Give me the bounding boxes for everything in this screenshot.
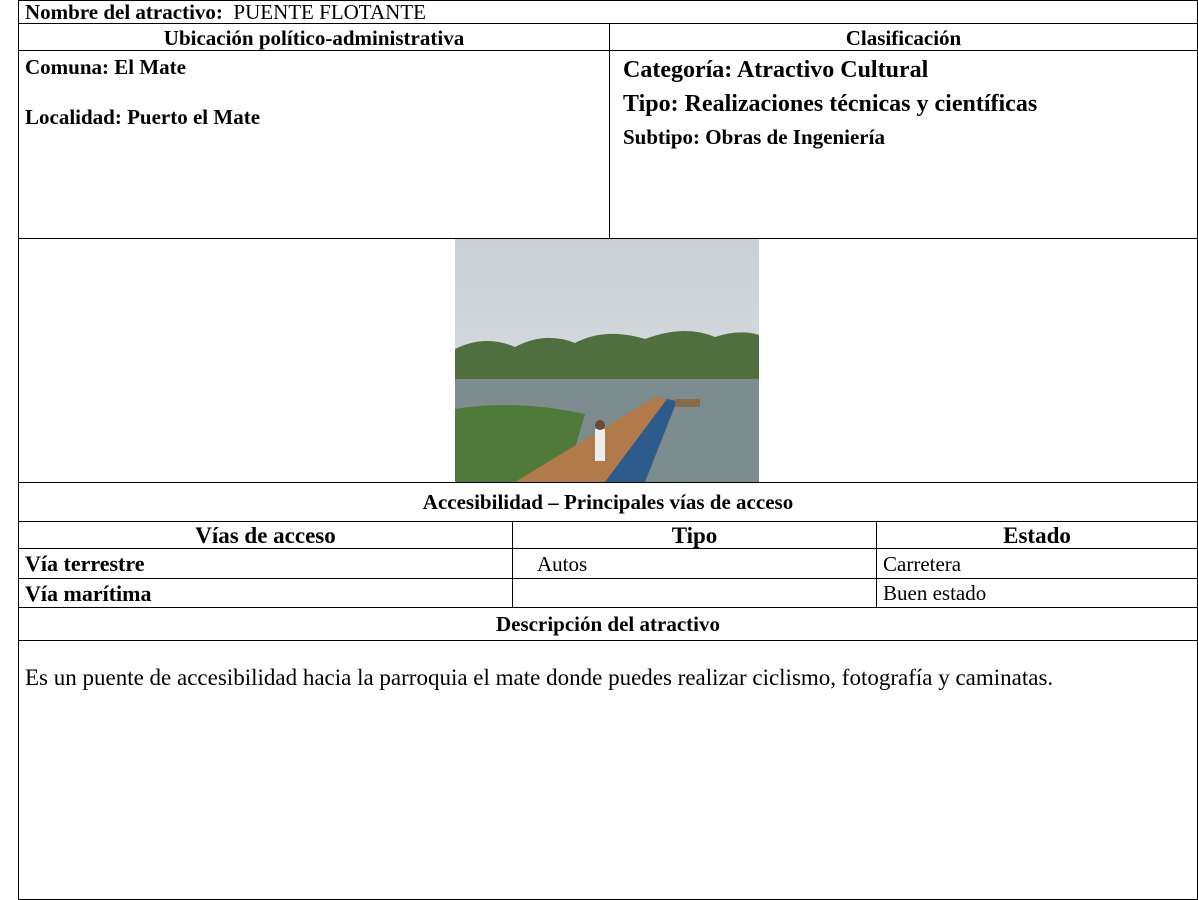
page: Nombre del atractivo: PUENTE FLOTANTE Ub… bbox=[18, 0, 1198, 900]
location-line: Localidad: Puerto el Mate bbox=[25, 105, 261, 129]
access-cell: Vía terrestre bbox=[18, 548, 513, 579]
column-header: Estado bbox=[876, 521, 1198, 549]
title-value: PUENTE FLOTANTE bbox=[233, 0, 426, 24]
classification-line: Tipo: Realizaciones técnicas y científic… bbox=[623, 91, 1038, 117]
title-label: Nombre del atractivo: bbox=[25, 0, 223, 24]
title-row: Nombre del atractivo: PUENTE FLOTANTE bbox=[18, 0, 1198, 24]
description-title: Descripción del atractivo bbox=[18, 607, 1198, 641]
classification-line: Categoría: Atractivo Cultural bbox=[623, 57, 929, 83]
location-cell: Comuna: El Mate Localidad: Puerto el Mat… bbox=[18, 50, 610, 239]
access-cell bbox=[512, 578, 877, 608]
access-title: Accesibilidad – Principales vías de acce… bbox=[18, 482, 1198, 522]
access-cell: Carretera bbox=[876, 548, 1198, 579]
location-line: Comuna: El Mate bbox=[25, 55, 186, 79]
access-cell: Vía marítima bbox=[18, 578, 513, 608]
classification-heading: Clasificación bbox=[609, 23, 1198, 51]
access-cell: Buen estado bbox=[876, 578, 1198, 608]
classification-cell: Categoría: Atractivo Cultural Tipo: Real… bbox=[609, 50, 1198, 239]
column-header: Tipo bbox=[512, 521, 877, 549]
photo-cell bbox=[18, 238, 1198, 483]
access-cell: Autos bbox=[512, 548, 877, 579]
location-heading: Ubicación político-administrativa bbox=[18, 23, 610, 51]
description-text: Es un puente de accesibilidad hacia la p… bbox=[18, 640, 1198, 900]
photo bbox=[455, 239, 759, 482]
column-header: Vías de acceso bbox=[18, 521, 513, 549]
classification-line: Subtipo: Obras de Ingeniería bbox=[623, 125, 885, 149]
